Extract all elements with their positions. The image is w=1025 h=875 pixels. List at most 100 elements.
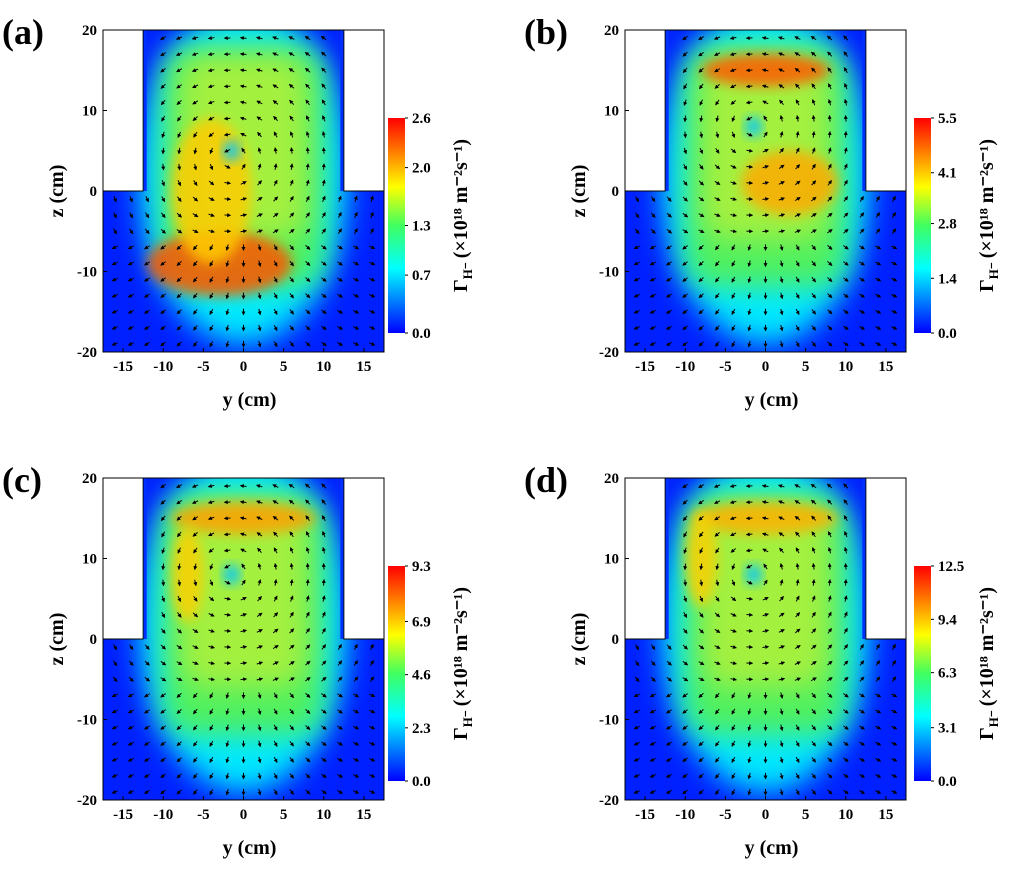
colorbar-tick-label: 0.0 [412, 774, 431, 790]
y-tick-label: -10 [77, 713, 97, 729]
x-tick-label: -15 [113, 359, 133, 375]
heat-core [223, 141, 239, 161]
panel-label: (d) [524, 460, 568, 500]
colorbar-tick-label: 3.1 [938, 721, 957, 737]
colorbar-symbol: Γ [976, 727, 998, 740]
vector-arrow [746, 86, 752, 87]
vector-arrow [241, 38, 247, 39]
vector-arrow [224, 118, 230, 119]
vector-arrow [746, 615, 752, 616]
y-axis-label: z (cm) [568, 613, 590, 666]
vector-arrow [224, 534, 230, 535]
x-tick-label: -10 [675, 807, 695, 823]
electrode-region [103, 478, 143, 639]
colorbar-tick-label: 2.3 [412, 721, 431, 737]
colorbar-subscript: H⁻ [986, 710, 1001, 727]
vector-arrow [829, 564, 830, 570]
vector-arrow [763, 231, 769, 232]
panel-label: (b) [524, 12, 568, 52]
vector-arrow [307, 564, 308, 570]
y-tick-label: 10 [604, 104, 619, 120]
colorbar-symbol: Γ [450, 279, 472, 292]
colorbar-tick-label: 6.3 [938, 666, 957, 682]
colorbar-unit: (×10¹⁸ m⁻²s⁻¹) [450, 587, 472, 706]
y-tick-label: 20 [604, 471, 619, 487]
vector-arrow [846, 564, 847, 570]
colorbar-tick-label: 5.5 [938, 111, 957, 127]
heat-hot [171, 526, 203, 623]
colorbar-label: ΓH⁻(×10¹⁸ m⁻²s⁻¹) [450, 587, 475, 740]
colorbar-tick-label: 0.7 [412, 268, 431, 284]
colorbar-tick-label: 1.3 [412, 219, 431, 235]
electrode-region [866, 478, 906, 639]
y-tick-label: -20 [77, 345, 97, 361]
vector-arrow [746, 167, 752, 168]
vector-arrow [829, 132, 830, 138]
x-tick-label: -10 [675, 359, 695, 375]
y-tick-label: 0 [90, 632, 98, 648]
y-tick-label: 10 [82, 104, 97, 120]
vector-arrow [685, 132, 686, 138]
colorbar-symbol: Γ [450, 727, 472, 740]
y-tick-label: 0 [90, 184, 98, 200]
x-axis-label: y (cm) [223, 837, 277, 859]
colorbar-label: ΓH⁻ (×10¹⁸ m⁻²s⁻¹) [976, 587, 1001, 740]
colorbar-tick-label: 9.3 [412, 559, 431, 575]
colorbar-tick-label: 0.0 [412, 326, 431, 342]
x-tick-label: 10 [316, 807, 331, 823]
x-axis-label: y (cm) [745, 837, 799, 859]
vector-arrow [241, 54, 247, 55]
x-tick-label: 15 [878, 359, 893, 375]
panel-label: (a) [2, 12, 44, 52]
x-tick-label: 10 [316, 359, 331, 375]
colorbar-unit: (×10¹⁸ m⁻²s⁻¹) [976, 587, 998, 706]
vector-arrow [224, 615, 230, 616]
y-axis-label: z (cm) [46, 613, 68, 666]
vector-arrow [307, 580, 308, 586]
colorbar [914, 566, 931, 781]
y-tick-label: -10 [77, 265, 97, 281]
x-tick-label: 15 [356, 807, 371, 823]
colorbar-symbol: Γ [976, 279, 998, 292]
y-tick-label: 10 [604, 552, 619, 568]
x-tick-label: -15 [635, 359, 655, 375]
x-tick-label: 0 [762, 359, 770, 375]
electrode-region [344, 478, 384, 639]
y-axis-label: z (cm) [568, 165, 590, 218]
vector-arrow [163, 148, 164, 154]
x-tick-label: 10 [838, 359, 853, 375]
y-tick-label: -10 [599, 265, 619, 281]
vector-arrow [763, 679, 769, 680]
y-tick-label: 20 [604, 23, 619, 39]
vector-arrow [846, 116, 847, 122]
x-tick-label: -5 [719, 359, 732, 375]
colorbar-tick-label: 4.1 [938, 166, 957, 182]
colorbar-tick-label: 2.0 [412, 161, 431, 177]
heat-hot [685, 510, 717, 607]
x-tick-label: 0 [240, 807, 248, 823]
vector-arrow [829, 116, 830, 122]
x-tick-label: 15 [878, 807, 893, 823]
colorbar-tick-label: 9.4 [938, 612, 957, 628]
y-tick-label: 0 [612, 632, 620, 648]
vector-arrow [163, 164, 164, 170]
y-axis-label: z (cm) [46, 165, 68, 218]
colorbar-subscript: H⁻ [460, 262, 475, 279]
colorbar-tick-label: 0.0 [938, 326, 957, 342]
colorbar-tick-label: 2.6 [412, 111, 431, 127]
x-axis-label: y (cm) [745, 389, 799, 411]
y-tick-label: -20 [599, 793, 619, 809]
y-tick-label: -20 [77, 793, 97, 809]
colorbar-label: ΓH⁻(×10¹⁸ m⁻²s⁻¹) [450, 139, 475, 292]
vector-arrow [746, 534, 752, 535]
x-tick-label: 0 [240, 359, 248, 375]
colorbar-tick-label: 1.4 [938, 271, 957, 287]
heat-hot [171, 119, 251, 264]
y-tick-label: -10 [599, 713, 619, 729]
colorbar-tick-label: 12.5 [938, 559, 964, 575]
y-tick-label: 20 [82, 471, 97, 487]
vector-arrow [307, 148, 308, 154]
electrode-region [866, 30, 906, 191]
